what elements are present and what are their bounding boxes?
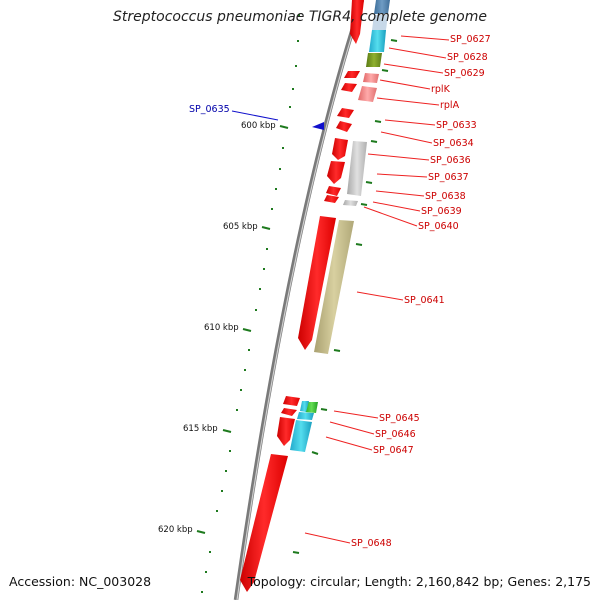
gene-label-sp0647[interactable]: SP_0647 [373, 445, 414, 456]
scale-label-620: 620 kbp [158, 525, 193, 535]
scale-ticks [196, 125, 289, 534]
scale-dots [201, 14, 300, 593]
accession-text: Accession: NC_003028 [9, 574, 152, 589]
block-sp0636-gray [347, 141, 367, 196]
block-sp0646-cyan [297, 412, 314, 420]
gene-rplK[interactable] [341, 83, 357, 92]
gene-sp0638[interactable] [326, 186, 341, 196]
genome-summary: Topology: circular; Length: 2,160,842 bp… [247, 574, 591, 589]
block-rplA-pink [358, 86, 377, 102]
gene-sp0636[interactable] [332, 138, 348, 160]
scale-label-610: 610 kbp [204, 323, 239, 333]
gene-label-sp0640[interactable]: SP_0640 [418, 221, 459, 232]
leader-lines [304, 35, 450, 544]
gene-label-sp0628[interactable]: SP_0628 [447, 52, 488, 63]
gene-label-sp0639[interactable]: SP_0639 [421, 206, 462, 217]
gene-label-rpla[interactable]: rplA [440, 100, 460, 111]
block-sp0627-cyan [369, 30, 386, 52]
gene-sp0629[interactable] [344, 71, 360, 78]
gene-label-sp0633[interactable]: SP_0633 [436, 120, 477, 131]
genome-backbone [233, 0, 365, 600]
gene-sp0646[interactable] [281, 408, 297, 416]
gene-sp0627[interactable] [350, 0, 364, 44]
scale-label-615: 615 kbp [183, 424, 218, 434]
gene-sp0647[interactable] [277, 417, 295, 446]
block-sp0629-olive [366, 53, 382, 67]
gene-labels: SP_0627 SP_0628 SP_0629 rplK rplA SP_063… [351, 34, 491, 549]
gene-sp0633[interactable] [337, 108, 354, 118]
gene-sp0645[interactable] [283, 396, 300, 406]
leader-line-sp0635 [231, 110, 279, 121]
gene-sp0637[interactable] [327, 161, 345, 184]
gene-label-sp0635[interactable]: SP_0635 [189, 104, 230, 115]
gene-sp0648[interactable] [240, 454, 288, 592]
genome-backbone-highlight [236, 0, 364, 600]
gene-dashes [292, 39, 398, 554]
block-rplK-pink [363, 73, 379, 83]
gene-label-sp0645[interactable]: SP_0645 [379, 413, 420, 424]
block-sp0627-steel [374, 0, 390, 14]
scale-label-600: 600 kbp [241, 121, 276, 131]
gene-sp0634[interactable] [336, 121, 352, 132]
gene-label-sp0637[interactable]: SP_0637 [428, 172, 469, 183]
scale-label-605: 605 kbp [223, 222, 258, 232]
block-sp0647-cyan [290, 420, 312, 452]
block-sp0640-gray [343, 200, 358, 206]
gene-sp0639[interactable] [324, 195, 339, 203]
forward-gene-lane [240, 0, 364, 592]
block-sp0645-green [305, 402, 318, 413]
function-lane [290, 0, 390, 452]
block-sp0641-khaki [314, 220, 354, 354]
gene-label-sp0634[interactable]: SP_0634 [433, 138, 474, 149]
gene-label-sp0648[interactable]: SP_0648 [351, 538, 392, 549]
gene-label-sp0646[interactable]: SP_0646 [375, 429, 416, 440]
map-title: Streptococcus pneumoniae TIGR4, complete… [113, 9, 487, 25]
gene-label-sp0636[interactable]: SP_0636 [430, 155, 471, 166]
gene-sp0635[interactable] [312, 122, 324, 130]
gene-label-sp0629[interactable]: SP_0629 [444, 68, 485, 79]
gene-label-sp0627[interactable]: SP_0627 [450, 34, 491, 45]
block-sp0645-cyan [300, 401, 309, 412]
gene-sp0641[interactable] [298, 216, 336, 350]
gene-label-sp0638[interactable]: SP_0638 [425, 191, 466, 202]
block-sp0628-steel [372, 15, 388, 30]
gene-label-rplk[interactable]: rplK [431, 84, 451, 95]
gene-label-sp0641[interactable]: SP_0641 [404, 295, 445, 306]
